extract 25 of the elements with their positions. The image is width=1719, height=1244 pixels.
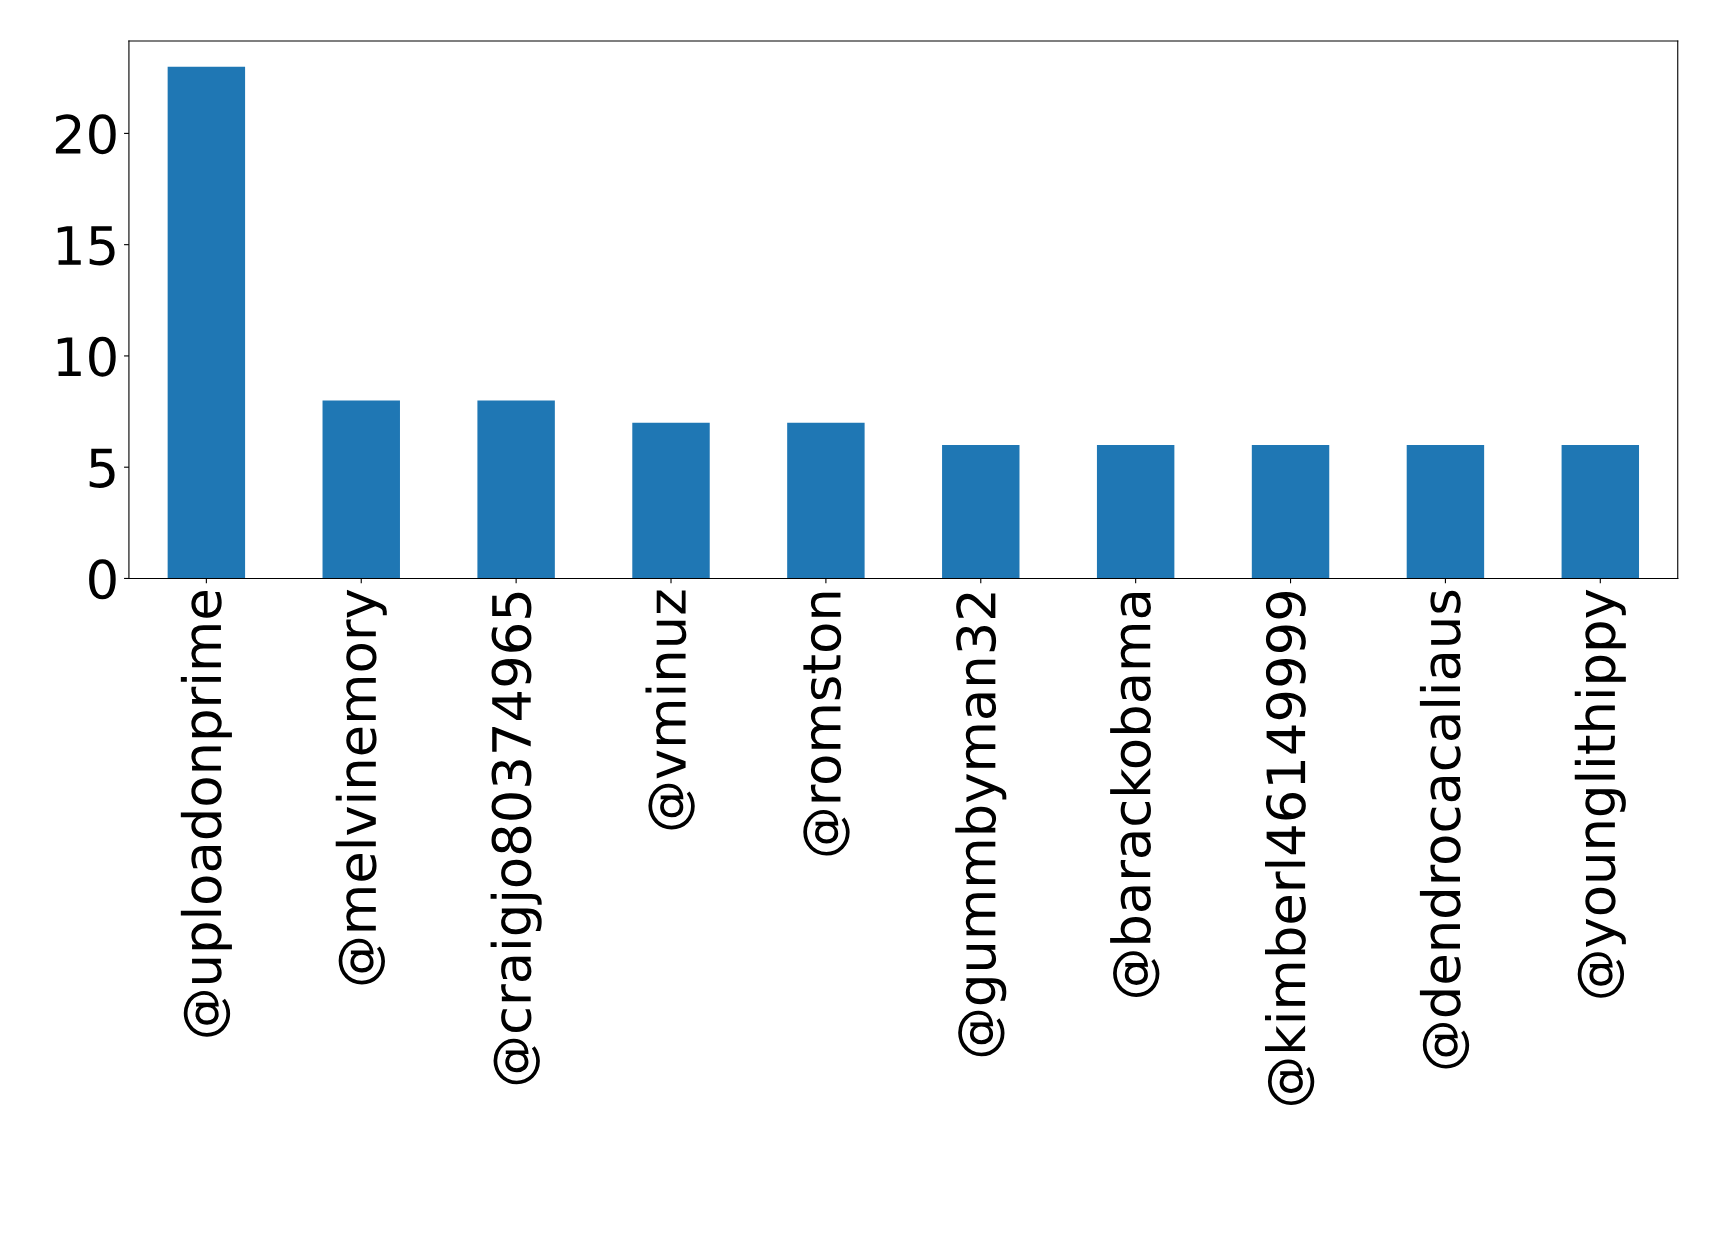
bar: [1406, 444, 1485, 579]
y-tick-label: 20: [55, 114, 116, 155]
x-tick-label: @craigjo80374965: [490, 592, 542, 1085]
bar: [787, 422, 865, 579]
bar: [1251, 444, 1330, 579]
y-tick-label: 10: [57, 336, 116, 377]
bar: [1096, 444, 1175, 579]
bar: [322, 400, 400, 579]
x-tick-label: @melvinemory: [335, 589, 387, 985]
x-tick-label: @gummbyman32: [955, 593, 1007, 1057]
x-tick-label: @romston: [803, 592, 850, 856]
y-tick-label: 5: [89, 448, 115, 488]
y-tick-label: 0: [89, 559, 116, 600]
x-tick-label: @dendrocacaliaus: [1419, 590, 1470, 1069]
y-tick-label: 15: [57, 226, 115, 266]
x-tick-label: @younglithippy: [1574, 589, 1626, 998]
bar: [632, 422, 710, 579]
bar: [477, 400, 555, 579]
x-tick-label: @uploadonprime: [180, 591, 232, 1037]
x-tick-label: @barackobama: [1110, 592, 1160, 997]
bar: [1561, 444, 1640, 579]
bar: [942, 444, 1020, 579]
bar: [167, 66, 246, 579]
x-tick-label: @vminuz: [645, 590, 695, 830]
x-tick-label: @kimberl46149999: [1265, 591, 1315, 1106]
